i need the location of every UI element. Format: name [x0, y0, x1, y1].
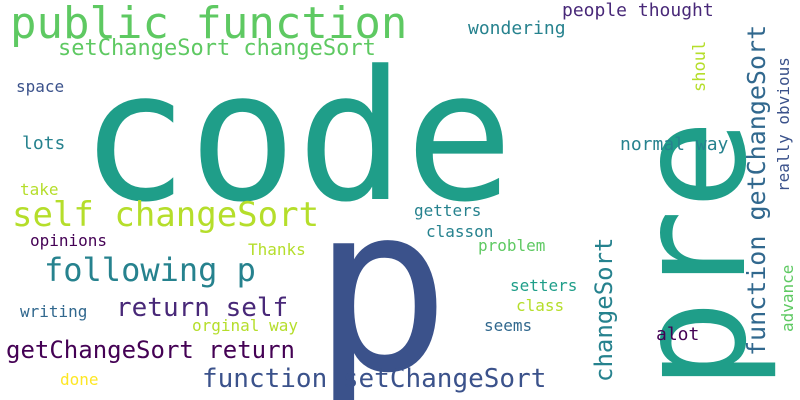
- word-shoul: shoul: [690, 40, 710, 92]
- word-classon: classon: [426, 222, 494, 241]
- word-people-thought: people thought: [562, 0, 714, 21]
- word-problem: problem: [478, 236, 546, 255]
- word-really-obvious: really obvious: [774, 57, 793, 192]
- word-changeSort: changeSort: [590, 237, 618, 383]
- word-space: space: [16, 77, 65, 96]
- word-p: p: [312, 157, 451, 400]
- word-function-getChangeSort: function getChangeSort: [742, 24, 771, 356]
- word-self-changeSort: self changeSort: [12, 195, 320, 235]
- word-writing: writing: [20, 302, 88, 321]
- word-alot: alot: [656, 324, 700, 345]
- word-take: take: [20, 180, 59, 199]
- word-function-setChangeSort: function setChangeSort: [202, 364, 547, 394]
- word-opinions: opinions: [30, 231, 108, 250]
- word-setChangeSort-changeSort: setChangeSort changeSort: [58, 36, 376, 61]
- word-return-self: return self: [116, 293, 289, 323]
- word-normal-way: normal way: [620, 134, 729, 155]
- word-lots: lots: [22, 133, 66, 154]
- word-getChangeSort-return: getChangeSort return: [6, 336, 295, 364]
- word-done: done: [60, 370, 99, 389]
- word-getters: getters: [414, 201, 482, 220]
- word-orginal-way: orginal way: [192, 316, 298, 335]
- word-code: code: [80, 33, 514, 242]
- word-following-p: following p: [44, 251, 256, 289]
- word-class: class: [516, 296, 565, 315]
- word-wondering: wondering: [468, 18, 566, 39]
- word-setters: setters: [510, 276, 578, 295]
- word-advance: advance: [778, 264, 797, 332]
- word-public-function: public function: [10, 0, 408, 49]
- word-Thanks: Thanks: [248, 240, 306, 259]
- word-seems: seems: [484, 316, 533, 335]
